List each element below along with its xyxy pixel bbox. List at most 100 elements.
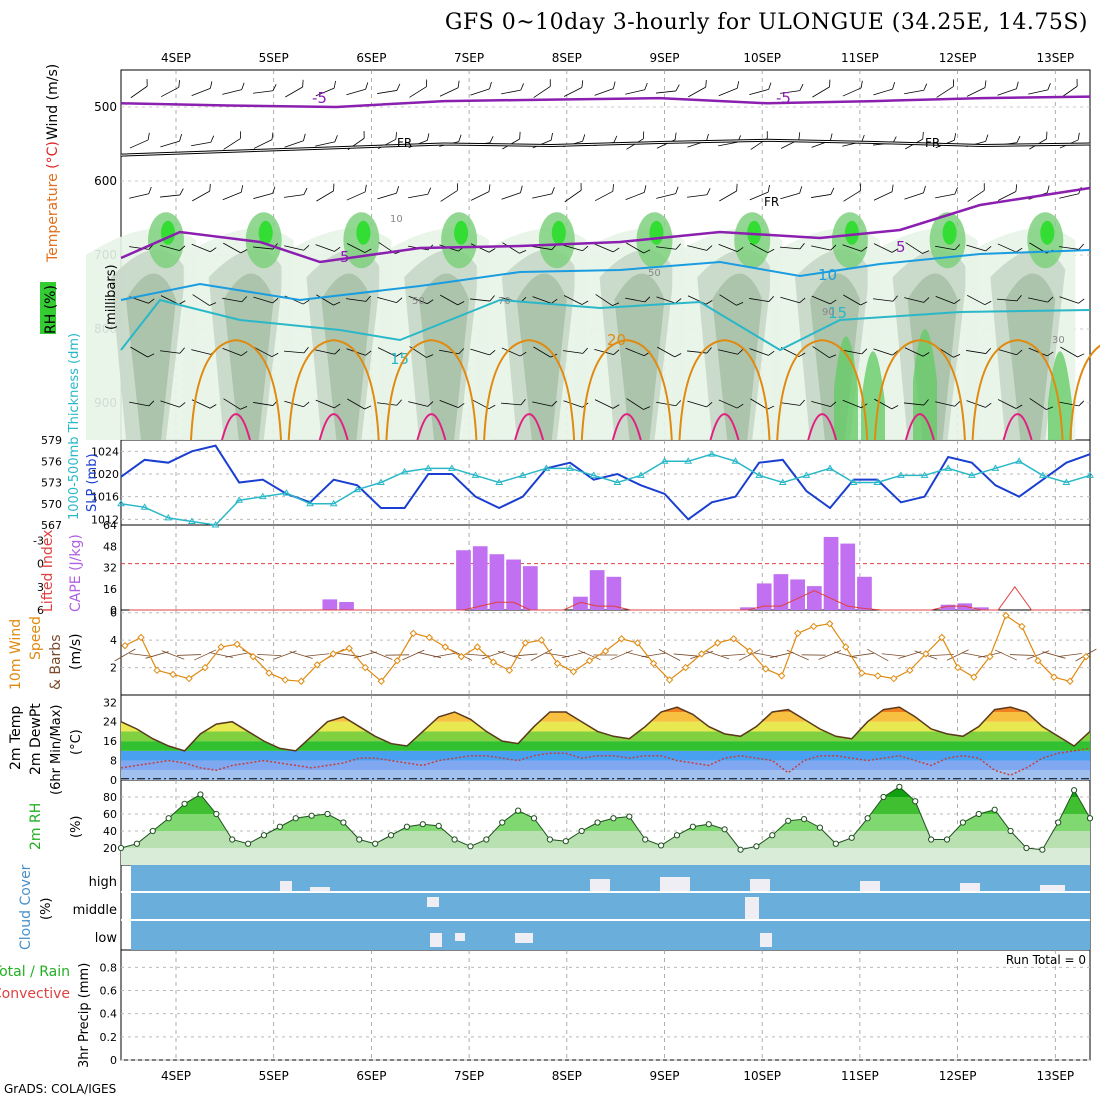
wind-barb (843, 294, 868, 306)
axis-label: CAPE (J/kg) (68, 534, 84, 612)
thickness-marker (424, 464, 433, 471)
thickness-marker (211, 521, 220, 528)
panel-frame-cape (120, 524, 1091, 611)
thickness-marker (613, 478, 622, 485)
axis-label: (%) (69, 816, 84, 839)
thickness-marker (495, 478, 504, 485)
surface-barb (305, 653, 330, 657)
rh-tower (1048, 351, 1072, 440)
axis-label: 2m RH (28, 803, 44, 850)
thickness-marker (660, 457, 669, 464)
wind-barb (253, 346, 279, 358)
cape-bar (506, 559, 521, 610)
x-tick-bottom: 8SEP (552, 1069, 582, 1083)
pressure-tick: 500 (94, 100, 117, 114)
wind-barb (812, 346, 837, 358)
wind-barb (223, 398, 248, 410)
surface-barb (834, 651, 858, 659)
wind-barb (780, 399, 805, 406)
wind-marker (1066, 677, 1074, 685)
cloud-gap (310, 887, 330, 891)
wind-barb (409, 79, 428, 98)
wind-barb (253, 296, 279, 304)
rh-value-label: 50 (648, 268, 661, 279)
wind-barb (626, 398, 651, 410)
wind-barb (129, 186, 152, 199)
wind-barb (1059, 243, 1084, 250)
surface-barb (194, 649, 217, 661)
isotherm-20 (971, 339, 1064, 441)
wind-marker (201, 663, 209, 672)
wind-marker (121, 641, 129, 650)
surface-barb (225, 652, 249, 658)
wind-marker (185, 674, 193, 683)
wind-barb (997, 184, 1018, 201)
rh-tick: 60 (103, 808, 117, 821)
thickness-tick: 576 (41, 455, 62, 468)
cloud-gap (660, 877, 690, 891)
wind-barb (811, 401, 837, 407)
wind-barb (315, 80, 336, 97)
isotherm-label: 15 (390, 350, 409, 368)
rh-marker (594, 819, 601, 826)
slp-tick: 1020 (91, 468, 119, 481)
wind-barb (284, 400, 310, 408)
rh-marker (1023, 844, 1030, 852)
rh-marker (864, 815, 871, 822)
wind-barb (997, 81, 1019, 96)
wind-barb (719, 294, 744, 306)
surface-barb (129, 653, 153, 657)
rh-marker (1086, 815, 1094, 822)
wind-marker (553, 659, 562, 668)
cape-bar (606, 576, 622, 610)
cloud-row-label: middle (73, 903, 117, 918)
rh-marker (959, 819, 967, 826)
wind-barb (408, 295, 434, 305)
surface-barb (353, 651, 377, 659)
isotherm-20 (678, 339, 771, 441)
surface-barb (994, 649, 1017, 661)
wind-barb (625, 82, 648, 95)
wind-marker (441, 643, 450, 651)
rh-marker (832, 840, 839, 847)
rh-marker (705, 821, 712, 828)
rh-marker (1071, 787, 1078, 794)
slp-tick: 1024 (91, 445, 119, 458)
wind-barb (595, 294, 620, 306)
isotherm-15 (120, 298, 1091, 352)
cape-bar (522, 566, 538, 610)
rh-marker (117, 844, 125, 852)
x-tick-bottom: 11SEP (841, 1069, 879, 1083)
rh-marker (785, 817, 792, 824)
rh-value-label: 10 (390, 214, 403, 225)
thickness-marker (140, 503, 149, 510)
surface-barb (658, 649, 681, 661)
wind-barb (935, 296, 961, 304)
axis-label: (millibars) (104, 264, 119, 330)
fr-label: FR (764, 195, 779, 209)
wind-barb (563, 244, 589, 252)
thickness-tick: 567 (41, 519, 62, 532)
cloud-row-label: high (89, 875, 117, 890)
rh-marker (435, 822, 442, 830)
isotherm-label: 10 (818, 266, 837, 284)
rh-marker (1007, 827, 1014, 835)
wind-marker (826, 620, 834, 628)
wind-marker (793, 629, 802, 638)
temp-tick: 0 (110, 774, 117, 787)
cloud-gap (427, 897, 439, 907)
surface-barb (721, 653, 746, 657)
wind-marker (986, 652, 994, 661)
rh-shade (161, 220, 175, 245)
cape-bar (740, 607, 755, 610)
rh-marker (578, 827, 585, 835)
wind-barb (501, 83, 524, 95)
rh-marker (181, 800, 188, 807)
x-tick-top: 11SEP (841, 51, 879, 65)
wind-barb (191, 243, 217, 253)
thickness-line (120, 453, 1091, 526)
wind-barb (222, 185, 244, 201)
isotherm-25 (807, 413, 838, 441)
temp-tick: 32 (103, 696, 117, 709)
cape-bar (974, 607, 989, 610)
